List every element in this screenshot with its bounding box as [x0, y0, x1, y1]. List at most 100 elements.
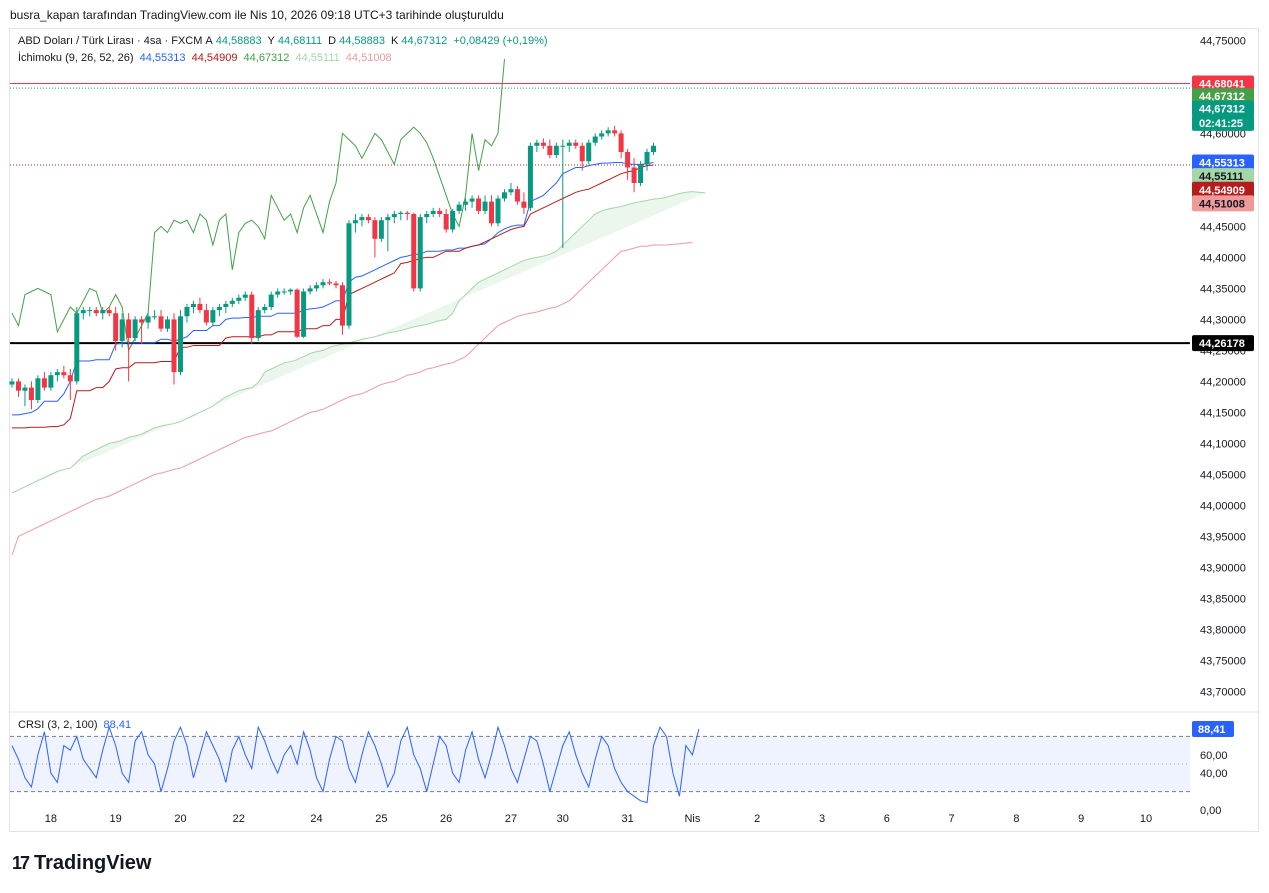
candle-body: [203, 310, 209, 323]
legend-l-label: D: [328, 35, 337, 47]
candle-body: [651, 145, 657, 152]
legend-o-value: 44,58883: [215, 35, 262, 47]
candle-body: [333, 283, 339, 286]
legend-o-label: A: [205, 35, 213, 47]
crsi-y-tick-label: 0,00: [1200, 805, 1221, 817]
price-label: 02:41:25: [1199, 118, 1243, 130]
candle-body: [527, 145, 533, 208]
candle-body: [132, 319, 138, 338]
candle-body: [54, 372, 60, 376]
x-tick-label: 10: [1140, 813, 1152, 825]
y-tick-label: 44,45000: [1200, 221, 1246, 233]
candle-body: [573, 142, 579, 146]
candle-body: [184, 307, 190, 317]
candle-body: [599, 133, 605, 137]
x-tick-label: 7: [949, 813, 955, 825]
candle-body: [547, 145, 553, 156]
crsi-title[interactable]: CRSI (3, 2, 100): [18, 719, 98, 731]
candle-body: [476, 198, 482, 211]
tradingview-brand: TradingView: [34, 852, 152, 874]
candle-body: [540, 142, 546, 146]
candle-body: [638, 164, 644, 183]
candle-body: [605, 130, 611, 134]
candle-body: [612, 130, 618, 134]
price-label: 44,55111: [1199, 171, 1244, 183]
ichimoku-span-b-line: [11, 242, 693, 556]
candle-body: [210, 310, 216, 323]
x-tick-label: 2: [754, 813, 760, 825]
ichimoku-kijun-line: [12, 164, 654, 429]
candle-body: [74, 313, 80, 382]
candle-body: [301, 291, 307, 337]
candle-body: [93, 310, 99, 314]
candle-body: [61, 372, 67, 376]
legend-c-label: K: [391, 35, 399, 47]
legend-symbol[interactable]: ABD Doları / Türk Lirası · 4sa · FXCM: [18, 35, 203, 47]
candle-body: [197, 303, 203, 311]
price-label-bg: [1192, 154, 1254, 171]
candle-body: [158, 316, 164, 329]
price-label: 44,54909: [1199, 185, 1245, 197]
ichimoku-spanb-value: 44,51008: [345, 52, 392, 64]
price-label: 44,67312: [1199, 104, 1245, 116]
price-label: 44,67312: [1199, 91, 1245, 103]
candle-body: [80, 310, 86, 314]
crsi-y-tick-label: 60,00: [1200, 750, 1228, 762]
candle-body: [22, 387, 28, 391]
main-legend: ABD Doları / Türk Lirası · 4sa · FXCM A 44…: [18, 35, 551, 47]
price-label-bg: [1192, 335, 1254, 352]
crsi-value: 88,41: [103, 719, 132, 731]
candle-body: [566, 142, 572, 146]
x-tick-label: 8: [1013, 813, 1019, 825]
candle-body: [126, 319, 132, 338]
ichimoku-tenkan-line: [12, 162, 654, 416]
crsi-legend: CRSI (3, 2, 100) 88,41: [18, 719, 134, 731]
crsi-y-tick-label: 40,00: [1200, 768, 1228, 780]
candle-body: [229, 300, 235, 304]
candle-body: [67, 375, 73, 382]
candle-body: [424, 214, 430, 218]
x-tick-label: 3: [819, 813, 825, 825]
candle-body: [437, 210, 443, 214]
candle-body: [482, 201, 488, 211]
candle-body: [171, 319, 177, 373]
ichimoku-chikou-value: 44,67312: [243, 52, 290, 64]
x-tick-label: 18: [45, 813, 57, 825]
price-label: 44,51008: [1199, 198, 1245, 210]
candle-body: [553, 145, 559, 156]
candle-body: [495, 198, 501, 224]
ichimoku-span-a-line: [11, 191, 706, 494]
candle-body: [398, 212, 404, 214]
chart-frame[interactable]: [9, 28, 1259, 832]
crsi-value-label-bg: [1192, 721, 1234, 738]
x-tick-label: 19: [110, 813, 122, 825]
y-tick-label: 43,70000: [1200, 686, 1246, 698]
candle-body: [625, 152, 631, 168]
y-tick-label: 43,75000: [1200, 655, 1246, 667]
crsi-line: [11, 725, 700, 804]
candle-body: [145, 316, 151, 323]
price-label-bg: [1192, 181, 1254, 198]
candle-body: [106, 310, 112, 314]
ichimoku-title[interactable]: İchimoku (9, 26, 52, 26): [18, 52, 134, 64]
legend-h-value: 44,68111: [277, 35, 323, 47]
legend-l-value: 44,58883: [339, 35, 385, 47]
candle-body: [100, 310, 106, 314]
tradingview-logo[interactable]: 17 TradingView: [12, 852, 151, 875]
candle-body: [411, 214, 417, 289]
x-tick-label: 30: [557, 813, 569, 825]
candle-body: [236, 297, 242, 301]
candle-body: [489, 201, 495, 224]
candle-body: [385, 217, 391, 221]
candle-body: [320, 282, 326, 286]
candle-body: [404, 212, 410, 214]
x-tick-label: 9: [1078, 813, 1084, 825]
candle-body: [177, 316, 183, 373]
candle-body: [521, 201, 527, 208]
x-tick-label: 22: [233, 813, 245, 825]
ichimoku-spana-value: 44,55111: [295, 52, 340, 64]
y-tick-label: 44,15000: [1200, 407, 1246, 419]
y-tick-label: 44,30000: [1200, 314, 1246, 326]
candle-body: [35, 378, 41, 400]
